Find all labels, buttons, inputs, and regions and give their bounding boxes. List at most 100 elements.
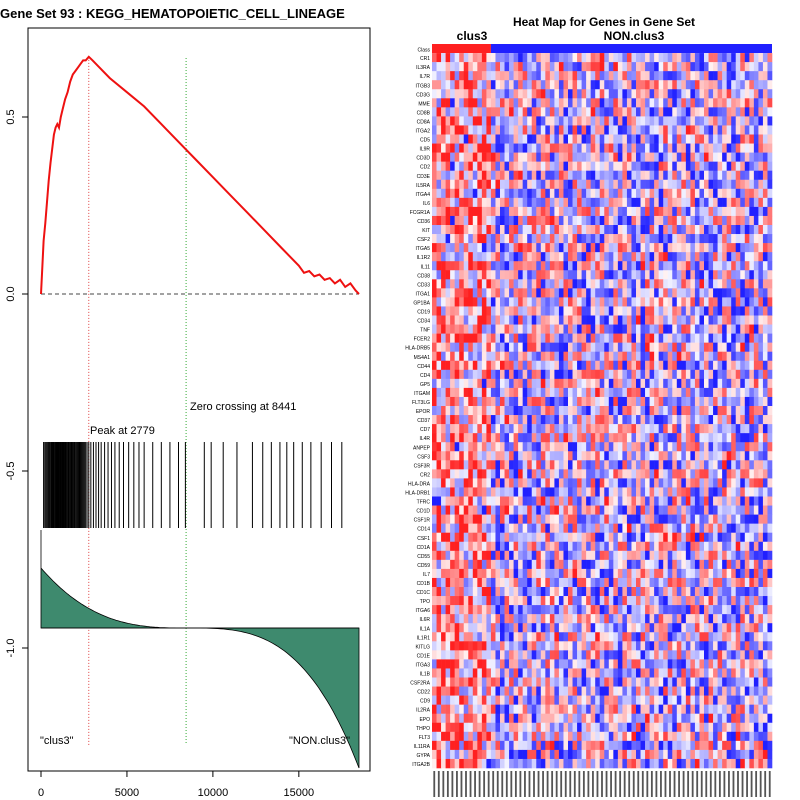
heat-cell [658, 143, 664, 153]
heat-cell [699, 596, 705, 606]
heat-cell [663, 143, 669, 153]
heat-cell [676, 415, 682, 425]
heat-cell [676, 478, 682, 488]
heat-cell [586, 261, 591, 271]
heat-cell [749, 415, 755, 425]
heat-cell [472, 297, 478, 307]
heat-cell [477, 170, 483, 181]
heat-cell [441, 80, 446, 90]
heat-cell [432, 568, 437, 579]
heat-cell [472, 415, 478, 425]
heat-cell [649, 71, 655, 81]
heat-cell [690, 442, 696, 452]
heat-cell [708, 53, 714, 63]
heat-cell [472, 568, 478, 579]
heat-cell [518, 288, 523, 298]
heat-cell [676, 559, 682, 570]
heat-cell [490, 270, 496, 280]
heat-cell [554, 523, 560, 533]
heat-cell [454, 333, 460, 343]
heat-cell [708, 333, 714, 343]
heat-cell [762, 514, 768, 524]
heat-cell [704, 234, 709, 244]
heat-cell [563, 143, 569, 153]
heat-cell [459, 98, 465, 108]
heat-cell [463, 98, 469, 108]
heat-cell [463, 270, 469, 280]
heat-cell [604, 469, 610, 479]
heat-cell [631, 279, 637, 289]
heat-cell [658, 541, 664, 552]
heat-cell [522, 333, 528, 343]
heat-cell [735, 270, 741, 280]
heat-cell [568, 596, 573, 606]
heat-cell [500, 342, 505, 352]
heat-cell [581, 550, 587, 561]
heat-cell [540, 460, 546, 470]
heat-cell [504, 252, 510, 262]
heat-cell [694, 324, 700, 334]
heat-cell [536, 460, 542, 470]
heat-cell [699, 487, 705, 497]
heat-cell [549, 197, 555, 208]
heat-cell [636, 161, 641, 171]
heat-cell [554, 496, 560, 506]
heat-cell [540, 360, 546, 371]
heat-cell [749, 297, 755, 307]
heat-cell [486, 215, 492, 226]
heat-cell [468, 577, 474, 588]
heat-cell [513, 378, 519, 389]
heat-cell [468, 161, 474, 171]
heat-cell [545, 541, 551, 552]
heat-cell [572, 234, 578, 244]
heat-cell [595, 387, 601, 398]
heat-cell [581, 415, 587, 425]
heatmap-row-label: CD55 [417, 554, 430, 560]
heat-cell [504, 523, 510, 533]
heat-cell [617, 550, 623, 561]
heat-cell [654, 460, 659, 470]
heat-cell [509, 89, 514, 99]
heat-cell [649, 442, 655, 452]
heat-cell [654, 197, 659, 208]
heat-cell [735, 152, 741, 162]
heat-cell [713, 197, 718, 208]
heat-cell [545, 143, 551, 153]
heat-cell [767, 550, 773, 561]
heat-cell [753, 53, 759, 63]
heat-cell [577, 315, 582, 325]
heat-cell [744, 623, 750, 633]
heat-cell [518, 433, 523, 443]
heat-cell [481, 387, 487, 398]
heat-cell [608, 577, 614, 588]
heat-cell [540, 415, 546, 425]
heat-cell [613, 297, 619, 307]
heat-cell [500, 161, 505, 171]
heat-cell [572, 324, 578, 334]
heat-cell [500, 89, 505, 99]
heat-cell [540, 152, 546, 162]
heat-cell [536, 487, 542, 497]
heat-cell [441, 333, 446, 343]
heat-cell [586, 532, 591, 543]
heat-cell [617, 623, 623, 633]
heat-cell [472, 523, 478, 533]
heat-cell [654, 424, 659, 434]
heat-cell [758, 107, 764, 117]
heat-cell [481, 523, 487, 533]
heat-cell [463, 424, 469, 434]
heatmap-row-label: CD1C [416, 590, 430, 596]
heat-cell [445, 378, 451, 389]
heat-cell [681, 442, 687, 452]
heat-cell [645, 279, 650, 289]
heat-cell [495, 514, 501, 524]
heat-cell [608, 514, 614, 524]
heat-cell [645, 80, 650, 90]
heat-cell [509, 261, 514, 271]
heat-cell [717, 523, 723, 533]
heat-cell [572, 143, 578, 153]
heat-cell [545, 415, 551, 425]
heat-cell [636, 98, 641, 108]
heat-cell [694, 98, 700, 108]
heat-cell [749, 206, 755, 217]
